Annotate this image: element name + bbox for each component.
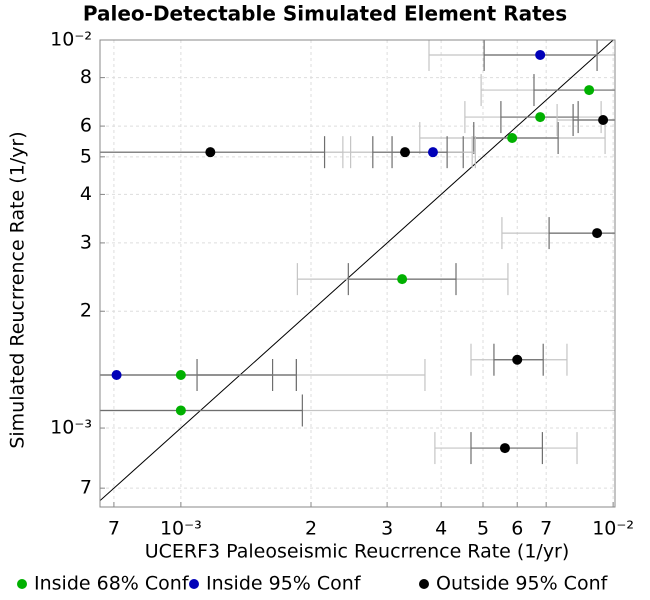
- y-tick-label: 7: [80, 477, 92, 499]
- x-tick-label: 3: [381, 518, 393, 540]
- y-tick-label: 2: [80, 300, 92, 322]
- data-point: [175, 370, 186, 381]
- data-point: [598, 115, 609, 126]
- plot-area: [100, 40, 615, 507]
- data-point: [535, 49, 546, 60]
- legend-marker: [17, 579, 27, 589]
- data-point: [592, 228, 603, 239]
- legend-label: Outside 95% Conf: [436, 573, 609, 595]
- data-point: [111, 370, 122, 381]
- x-tick-label: 5: [477, 518, 489, 540]
- data-point: [427, 147, 438, 158]
- x-tick-label: 2: [305, 518, 317, 540]
- y-tick-label: 8: [80, 66, 92, 88]
- data-point: [499, 443, 510, 454]
- data-point: [205, 147, 216, 158]
- chart-title: Paleo-Detectable Simulated Element Rates: [83, 2, 567, 26]
- x-tick-label: 7: [540, 518, 552, 540]
- y-tick-label: 10⁻³: [50, 417, 92, 439]
- x-tick-label: 7: [108, 518, 120, 540]
- y-tick-label: 6: [80, 115, 92, 137]
- legend-marker: [189, 579, 199, 589]
- legend-marker: [419, 579, 429, 589]
- data-point: [584, 85, 595, 96]
- data-point: [400, 147, 411, 158]
- y-axis-label: Simulated Reucrrence Rate (1/yr): [7, 131, 29, 448]
- legend-label: Inside 68% Conf: [34, 573, 190, 595]
- data-point: [507, 133, 518, 144]
- data-point: [397, 274, 408, 285]
- data-point: [512, 354, 523, 365]
- plot-frame: [99, 39, 616, 508]
- legend-label: Inside 95% Conf: [206, 573, 362, 595]
- data-point: [535, 112, 546, 123]
- x-tick-label: 4: [435, 518, 447, 540]
- x-tick-label: 10⁻²: [592, 518, 634, 540]
- y-tick-label: 10⁻²: [50, 29, 92, 51]
- y-tick-label: 5: [80, 145, 92, 167]
- x-axis-label: UCERF3 Paleoseismic Reucrrence Rate (1/y…: [145, 541, 570, 563]
- y-tick-label: 4: [80, 183, 92, 205]
- x-tick-label: 6: [511, 518, 523, 540]
- data-point: [175, 405, 186, 416]
- y-tick-label: 3: [80, 231, 92, 253]
- diagonal-line: [100, 40, 614, 502]
- x-tick-label: 10⁻³: [160, 518, 202, 540]
